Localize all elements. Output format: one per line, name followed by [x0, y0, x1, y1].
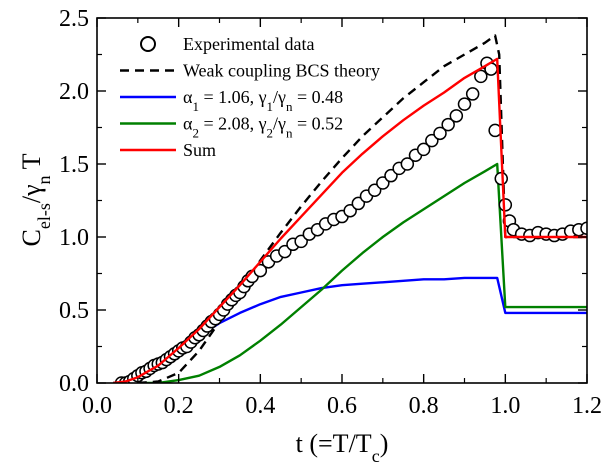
legend-bcs: Weak coupling BCS theory	[183, 61, 380, 81]
legend-alpha1: α1 = 1.06, γ1/γn = 0.48	[183, 87, 343, 114]
experimental-data-point	[580, 221, 587, 235]
x-tick-label: 0.2	[164, 393, 194, 419]
y-tick-label: 0.0	[59, 371, 89, 397]
alpha2-line	[113, 162, 587, 383]
legend-experimental: Experimental data	[183, 34, 314, 54]
experimental-data-point	[494, 171, 508, 186]
experimental-data-point	[465, 87, 480, 101]
experimental-data-point	[474, 69, 488, 84]
x-tick-label: 0.0	[82, 393, 112, 419]
experimental-data-point	[416, 142, 431, 157]
y-tick-label: 0.5	[59, 298, 89, 324]
legend-sum: Sum	[183, 140, 216, 160]
experimental-data-point	[400, 157, 415, 171]
legend-circle-marker	[140, 36, 156, 52]
experimental-data-point	[449, 109, 464, 123]
x-axis-title: t (=T/Tc)	[296, 429, 389, 466]
y-axis-title: Cel-s/γn T	[17, 153, 54, 246]
x-tick-label: 0.8	[409, 393, 439, 419]
y-tick-label: 1.0	[59, 225, 89, 251]
sum-line	[113, 57, 587, 383]
bcs-theory-line	[137, 34, 587, 383]
experimental-data-point	[498, 198, 513, 212]
legend-alpha2: α2 = 2.08, γ2/γn = 0.52	[183, 114, 343, 141]
experimental-data-point	[433, 126, 447, 141]
x-tick-label: 0.6	[327, 393, 357, 419]
y-tick-label: 1.5	[59, 152, 89, 178]
experimental-data-point	[253, 263, 268, 278]
experimental-data-point	[441, 117, 455, 132]
y-tick-label: 2.5	[59, 6, 89, 32]
x-tick-label: 0.4	[245, 393, 275, 419]
experimental-data-point	[457, 97, 472, 111]
x-tick-label: 1.0	[490, 393, 520, 419]
x-tick-label: 1.2	[572, 393, 602, 419]
y-tick-label: 2.0	[59, 79, 89, 105]
